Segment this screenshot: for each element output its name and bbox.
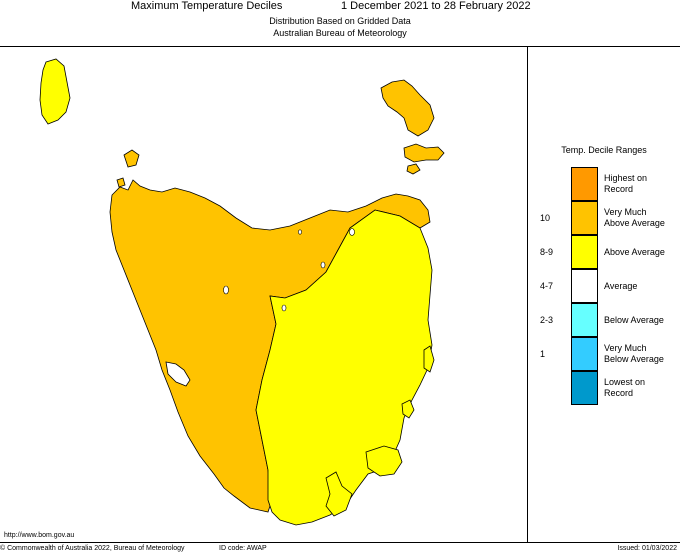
cape-barren-island [403,143,445,163]
legend-label: Very Much Above Average [604,201,680,235]
legend-label: Highest on Record [604,167,680,201]
legend-label-line1: Lowest on [604,377,646,387]
legend-label-line2: Record [604,388,634,398]
legend-label-line1: Above Average [604,246,665,257]
tasmania-map [39,58,445,526]
legend-label-line1: Average [604,280,638,291]
legend-divider [527,46,528,543]
legend-code: 4-7 [540,281,554,291]
bruny-island [325,471,353,517]
map-agency: Australian Bureau of Meteorology [273,28,407,38]
legend-label-line2: Above Average [604,218,665,228]
legend-item: Highest on Record [528,167,680,201]
lake-5 [298,229,302,235]
legend-item: Lowest on Record [528,371,680,405]
three-hummock-island [116,177,126,188]
macquarie-harbour [165,361,191,387]
legend-label: Above Average [604,235,680,269]
lake-1 [223,285,229,295]
hunter-island [123,149,140,168]
legend-label: Very Much Below Average [604,337,680,371]
king-island [39,58,71,125]
maria-island [401,399,415,419]
map-frame [0,46,680,543]
legend-label-line1: Highest on [604,173,648,183]
issued-date: Issued: 01/03/2022 [617,545,677,552]
legend-item: 1 Very Much Below Average [528,337,680,371]
title-row: Maximum Temperature Deciles 1 December 2… [0,0,680,14]
legend-label: Lowest on Record [604,371,680,405]
legend-code: 2-3 [540,315,554,325]
legend-label-line1: Below Average [604,314,664,325]
legend-item: 10 Very Much Above Average [528,201,680,235]
legend-swatch [571,371,598,405]
legend-item: 2-3 Below Average [528,303,680,337]
legend-code: 10 [540,213,551,223]
legend-label-line1: Very Much [604,343,647,353]
legend-title: Temp. Decile Ranges [561,145,647,155]
lake-2 [281,304,287,312]
legend-label-line2: Record [604,184,634,194]
legend-swatch [571,167,598,201]
map-subtitle: Distribution Based on Gridded Data [269,16,411,26]
bom-url[interactable]: http://www.bom.gov.au [4,532,75,539]
legend-label: Average [604,269,680,303]
legend-swatch [571,201,598,235]
legend-swatch [571,269,598,303]
legend-label: Below Average [604,303,680,337]
map-title: Maximum Temperature Deciles [131,0,283,12]
map-period: 1 December 2021 to 28 February 2022 [341,0,531,12]
freycinet-peninsula [423,345,435,373]
flinders-island [380,79,435,137]
legend-item: 8-9 Above Average [528,235,680,269]
legend-swatch [571,337,598,371]
lake-4 [349,228,355,236]
legend-code: 8-9 [540,247,554,257]
legend-item: 4-7 Average [528,269,680,303]
lake-3 [320,261,326,269]
legend-code: 1 [540,349,546,359]
legend-label-line1: Very Much [604,207,647,217]
copyright-text: © Commonwealth of Australia 2022, Bureau… [0,545,185,552]
legend-swatch [571,303,598,337]
tasman-peninsula [365,445,403,477]
id-code: ID code: AWAP [219,545,267,552]
legend-label-line2: Below Average [604,354,664,364]
legend-swatch [571,235,598,269]
clarke-island [406,163,421,175]
